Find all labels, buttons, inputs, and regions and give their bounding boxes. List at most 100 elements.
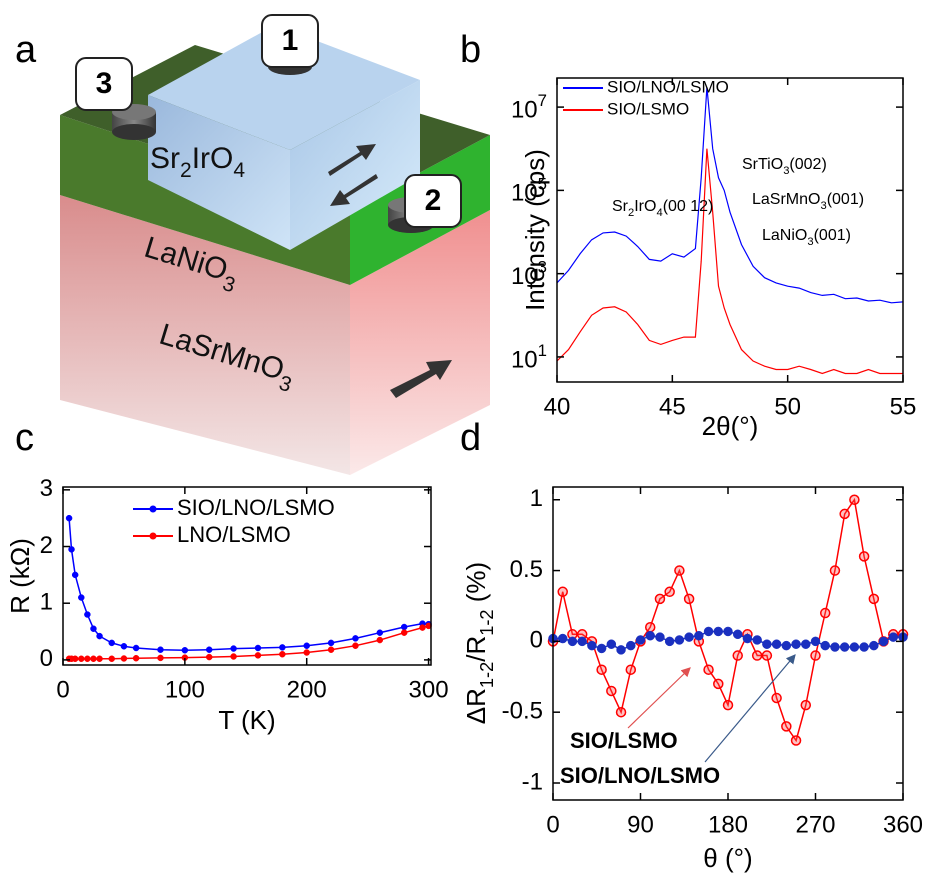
y-tick-label: -1 bbox=[522, 768, 543, 795]
y-tick-label: 0 bbox=[40, 645, 53, 672]
data-point bbox=[109, 656, 115, 662]
contact-label: 3 bbox=[96, 67, 113, 100]
panel-label: d bbox=[460, 417, 481, 459]
data-point bbox=[685, 594, 694, 603]
data-point bbox=[578, 637, 587, 646]
legend-label: SIO/LNO/LSMO bbox=[177, 495, 335, 520]
data-point bbox=[889, 633, 898, 642]
data-point bbox=[133, 655, 139, 661]
legend-label: SIO/LNO/LSMO bbox=[607, 77, 729, 96]
data-point bbox=[821, 609, 830, 618]
y-tick-label: 0 bbox=[530, 627, 543, 654]
data-point bbox=[792, 640, 801, 649]
annotation: LaSrMnO3(001) bbox=[752, 191, 864, 212]
data-point bbox=[304, 650, 310, 656]
plot: 090180270360-1-0.500.51θ (°)ΔR1-2/R1-2 (… bbox=[460, 417, 923, 873]
data-point bbox=[840, 643, 849, 652]
data-point bbox=[704, 665, 713, 674]
y-tick-label: 107 bbox=[511, 91, 547, 123]
contact-label: 2 bbox=[425, 184, 442, 217]
x-tick-label: 50 bbox=[774, 393, 801, 420]
annotation: SIO/LSMO bbox=[570, 728, 678, 753]
data-point bbox=[743, 634, 752, 643]
data-point bbox=[830, 566, 839, 575]
data-point bbox=[607, 640, 616, 649]
panel-label: c bbox=[15, 417, 34, 459]
y-tick-label: -0.5 bbox=[502, 698, 543, 725]
series-line bbox=[557, 149, 903, 374]
x-tick-label: 0 bbox=[56, 676, 69, 703]
device-diagram: 1 2 3 Sr2IrO4 LaNiO3 LaSrMnO3 a bbox=[15, 15, 490, 475]
data-point bbox=[714, 627, 723, 636]
data-point bbox=[753, 651, 762, 660]
x-tick-label: 200 bbox=[287, 676, 327, 703]
contact-label: 1 bbox=[282, 24, 299, 57]
data-point bbox=[84, 656, 90, 662]
y-tick-label: 3 bbox=[40, 475, 53, 502]
x-tick-label: 40 bbox=[544, 393, 571, 420]
data-point bbox=[801, 640, 810, 649]
plot-frame bbox=[553, 487, 903, 800]
legend-marker bbox=[150, 533, 157, 540]
data-point bbox=[811, 637, 820, 646]
data-point bbox=[587, 641, 596, 650]
data-point bbox=[869, 641, 878, 650]
data-point bbox=[66, 515, 72, 521]
data-point bbox=[801, 701, 810, 710]
data-point bbox=[694, 631, 703, 640]
data-point bbox=[328, 640, 334, 646]
data-point bbox=[665, 637, 674, 646]
data-point bbox=[182, 647, 188, 653]
data-point bbox=[607, 686, 616, 695]
data-point bbox=[860, 552, 869, 561]
series-line bbox=[69, 626, 429, 659]
x-axis-label: θ (°) bbox=[703, 843, 752, 873]
data-point bbox=[879, 637, 888, 646]
data-point bbox=[782, 722, 791, 731]
data-point bbox=[782, 641, 791, 650]
data-point bbox=[597, 644, 606, 653]
plot: 01002003000123T (K)R (kΩ)cSIO/LNO/LSMOLN… bbox=[5, 417, 449, 735]
data-point bbox=[377, 630, 383, 636]
data-point bbox=[792, 736, 801, 745]
data-point bbox=[558, 587, 567, 596]
panel-label: b bbox=[460, 29, 481, 71]
y-tick-label: 1 bbox=[40, 589, 53, 616]
x-tick-label: 45 bbox=[659, 393, 686, 420]
data-point bbox=[850, 495, 859, 504]
data-point bbox=[655, 594, 664, 603]
y-tick-label: 1 bbox=[530, 485, 543, 512]
data-point bbox=[617, 708, 626, 717]
data-point bbox=[255, 645, 261, 651]
data-point bbox=[753, 635, 762, 644]
x-tick-label: 100 bbox=[165, 676, 205, 703]
data-point bbox=[762, 651, 771, 660]
data-point bbox=[772, 694, 781, 703]
figure: 1 2 3 Sr2IrO4 LaNiO3 LaSrMnO3 a 40455055… bbox=[0, 0, 932, 877]
data-point bbox=[724, 701, 733, 710]
data-point bbox=[206, 647, 212, 653]
data-point bbox=[568, 637, 577, 646]
data-point bbox=[840, 509, 849, 518]
data-point bbox=[860, 643, 869, 652]
annotation: SrTiO3(002) bbox=[742, 156, 827, 177]
data-point bbox=[665, 587, 674, 596]
legend-label: LNO/LSMO bbox=[177, 522, 291, 547]
y-axis-label: ΔR1-2/R1-2 (%) bbox=[461, 562, 497, 724]
data-point bbox=[704, 627, 713, 636]
data-point bbox=[231, 653, 237, 659]
y-axis-label: Intensity (cps) bbox=[520, 149, 550, 311]
data-point bbox=[133, 645, 139, 651]
data-point bbox=[97, 633, 103, 639]
annotation-arrow bbox=[628, 668, 690, 728]
data-point bbox=[121, 643, 127, 649]
annotation: LaNiO3(001) bbox=[762, 227, 851, 248]
x-tick-label: 360 bbox=[883, 811, 923, 838]
y-axis-label: R (kΩ) bbox=[5, 538, 35, 614]
data-point bbox=[762, 640, 771, 649]
data-point bbox=[811, 651, 820, 660]
data-point bbox=[352, 635, 358, 641]
data-point bbox=[626, 641, 635, 650]
data-point bbox=[714, 679, 723, 688]
data-point bbox=[206, 654, 212, 660]
